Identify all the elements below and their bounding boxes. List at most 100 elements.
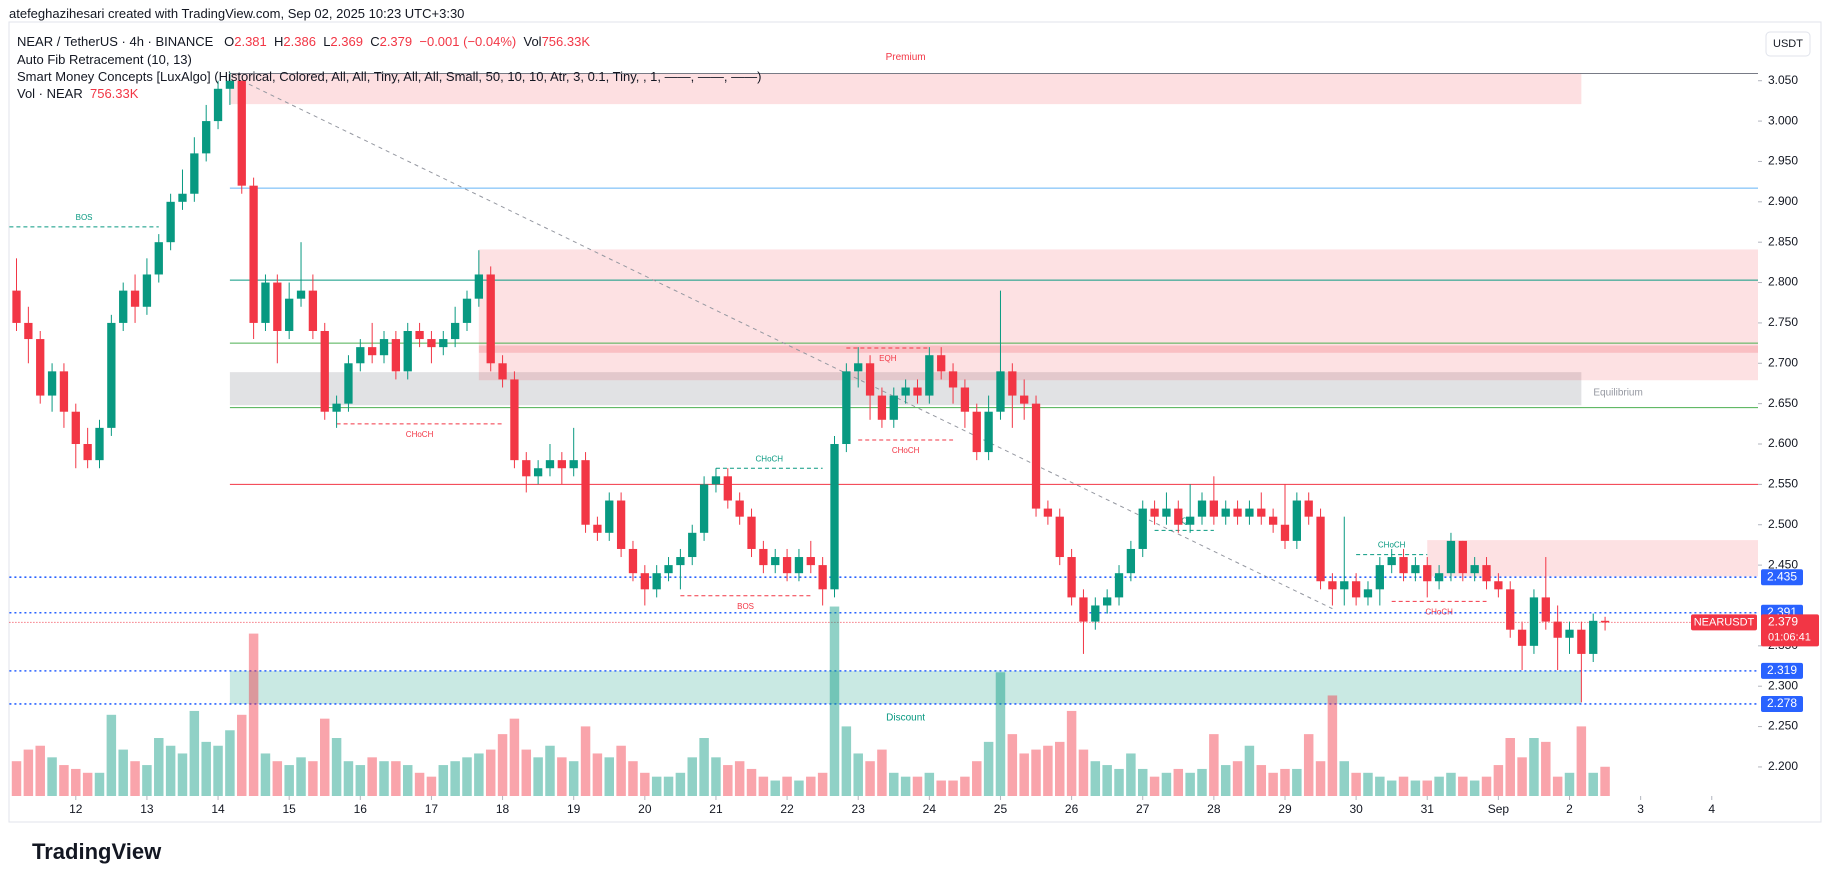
- volume-bar: [1149, 776, 1160, 796]
- zone-label: Equilibrium: [1593, 387, 1642, 398]
- indicator[interactable]: Auto Fib Retracement (10, 13): [17, 52, 192, 67]
- symbol-label: NEARUSDT: [1694, 616, 1755, 628]
- volume-bar: [308, 761, 318, 796]
- candle-body: [1079, 597, 1088, 622]
- x-tick-label: 13: [140, 802, 154, 816]
- candle-body: [723, 476, 732, 501]
- volume-bar: [936, 780, 946, 796]
- plot-area: Premium Equilibrium Discount BOS CHoCH CHoCH B…: [9, 52, 1758, 796]
- y-tick-label: 3.000: [1768, 113, 1798, 127]
- volume-bar: [557, 757, 567, 796]
- price-box-label: 2.319: [1767, 663, 1797, 677]
- candle-body: [403, 330, 412, 372]
- x-tick-label: 21: [709, 802, 723, 816]
- last-price-label: 2.379: [1768, 615, 1798, 629]
- candle-body: [865, 363, 875, 396]
- candle-body: [1245, 508, 1254, 517]
- axes: 3.050 3.000 2.950 2.900 2.850 2.800 2.750 2.700…: [69, 73, 1819, 816]
- candle-body: [889, 395, 898, 420]
- volume-bar: [1303, 734, 1314, 796]
- candle-body: [12, 290, 21, 323]
- volume-bar: [640, 772, 650, 796]
- candle-body: [1008, 371, 1017, 396]
- candle-body: [699, 484, 709, 533]
- volume-bar: [568, 761, 579, 796]
- last-price-box: [1761, 614, 1819, 647]
- l-value: 2.369: [330, 34, 363, 49]
- volume-bar: [687, 757, 697, 796]
- volume-bar: [1114, 768, 1124, 796]
- candle-body: [332, 403, 341, 412]
- volume-bar: [770, 780, 780, 796]
- candle-body: [877, 395, 887, 420]
- candle-body: [1031, 403, 1041, 509]
- candle-body: [1494, 581, 1503, 590]
- indicator[interactable]: Smart Money Concepts [LuxAlgo] (Historic…: [17, 69, 762, 84]
- order-block: [478, 249, 1758, 381]
- y-tick-label: 2.550: [1768, 477, 1798, 491]
- vol-value: 756.33K: [541, 34, 590, 49]
- candle-body: [1067, 557, 1076, 598]
- candle-body: [605, 500, 614, 533]
- x-tick-label: 28: [1207, 802, 1221, 816]
- volume-bar: [663, 776, 674, 796]
- candle-body: [474, 274, 484, 299]
- price-box-label: 2.278: [1767, 696, 1797, 710]
- x-tick-label: 19: [567, 802, 581, 816]
- y-tick-label: 2.600: [1768, 436, 1798, 450]
- candle-body: [379, 339, 389, 356]
- volume-bar: [47, 757, 57, 796]
- price-box: [1761, 695, 1803, 712]
- l-letter: L: [323, 34, 331, 49]
- candle-body: [178, 193, 187, 202]
- h-letter: H: [274, 34, 284, 49]
- volume-bar: [142, 765, 152, 796]
- x-tick-label: 2: [1566, 802, 1573, 816]
- candle-body: [1458, 540, 1467, 574]
- x-tick-label: 15: [282, 802, 296, 816]
- candle-body: [842, 371, 851, 445]
- structure-label: EQL: [1176, 517, 1193, 526]
- candle-body: [711, 476, 721, 485]
- volume-bar: [746, 768, 757, 796]
- x-tick-label: 27: [1136, 802, 1150, 816]
- candle-body: [640, 573, 649, 590]
- volume-bar: [1007, 734, 1018, 796]
- candle-body: [1565, 629, 1574, 638]
- volume-bar: [355, 765, 366, 796]
- symbol: NEAR / TetherUS · 4h · BINANCE: [17, 34, 214, 49]
- candle-body: [1517, 629, 1527, 646]
- candle-body: [249, 185, 258, 323]
- candle-body: [368, 347, 377, 356]
- candle-body: [1114, 573, 1124, 598]
- countdown: 01:06:41: [1768, 631, 1811, 643]
- volume-bar: [1446, 772, 1456, 796]
- volume-value: 756.33K: [89, 86, 139, 101]
- candle-body: [439, 339, 448, 348]
- volume-bar: [1043, 745, 1053, 796]
- volume-bar: [521, 749, 532, 796]
- candle-body: [1186, 516, 1195, 525]
- credit: atefeghazihesari created with TradingVie…: [9, 6, 465, 21]
- candle-body: [818, 565, 827, 590]
- candle-body: [1340, 581, 1349, 590]
- volume-bar: [450, 761, 460, 796]
- volume-bar: [1232, 761, 1243, 796]
- frame: [8, 21, 1822, 823]
- y-tick-label: 2.300: [1768, 678, 1798, 692]
- volume-bar: [1292, 768, 1302, 796]
- y-tick-label: 2.450: [1768, 557, 1798, 571]
- volume-bar: [1375, 776, 1385, 796]
- candle-body: [1351, 581, 1361, 598]
- volume-bar: [580, 726, 591, 796]
- volume-bar: [675, 772, 686, 796]
- candle-body: [1162, 508, 1171, 517]
- volume-bar: [391, 761, 401, 796]
- candle-body: [166, 201, 175, 243]
- candle-body: [996, 371, 1005, 412]
- candle-body: [71, 411, 80, 445]
- currency-box[interactable]: [1765, 31, 1811, 57]
- volume-title: Vol · NEAR: [17, 86, 83, 101]
- candle-body: [130, 290, 140, 307]
